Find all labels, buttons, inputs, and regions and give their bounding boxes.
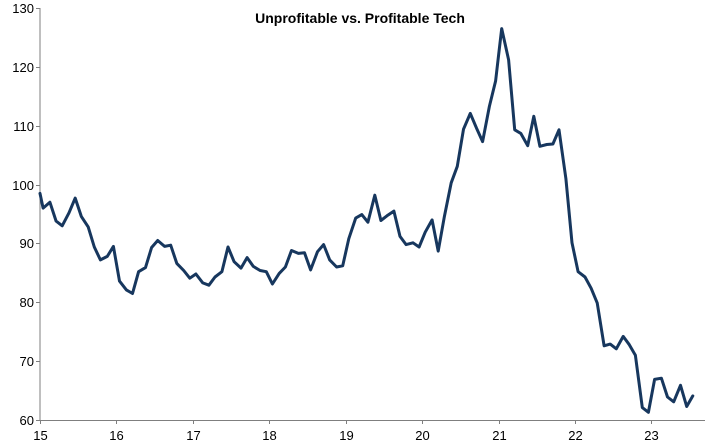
y-tick-label: 130 xyxy=(12,1,34,16)
y-tick-label: 110 xyxy=(13,119,34,134)
y-tick-label: 80 xyxy=(20,295,34,310)
x-tick-label: 20 xyxy=(415,428,429,443)
x-tick-label: 21 xyxy=(492,428,506,443)
y-tick-label: 60 xyxy=(20,413,34,428)
x-tick-label: 23 xyxy=(644,428,658,443)
x-tick-label: 17 xyxy=(186,428,200,443)
chart-title: Unprofitable vs. Profitable Tech xyxy=(255,10,465,26)
x-tick-label: 19 xyxy=(339,428,353,443)
x-tick-label: 15 xyxy=(33,428,47,443)
series-line-0 xyxy=(38,27,695,414)
x-tick-label: 18 xyxy=(262,428,276,443)
y-tick-label: 90 xyxy=(20,236,34,251)
y-axis: 60 70 80 90 100 110 120 130 xyxy=(12,1,41,428)
y-tick-label: 100 xyxy=(12,178,34,193)
series-lines xyxy=(38,27,695,414)
y-tick-label: 70 xyxy=(20,354,34,369)
y-tick-label: 120 xyxy=(12,60,34,75)
x-axis: 15 16 17 18 19 20 21 22 23 xyxy=(33,420,705,443)
x-tick-label: 16 xyxy=(109,428,123,443)
x-tick-label: 22 xyxy=(568,428,582,443)
